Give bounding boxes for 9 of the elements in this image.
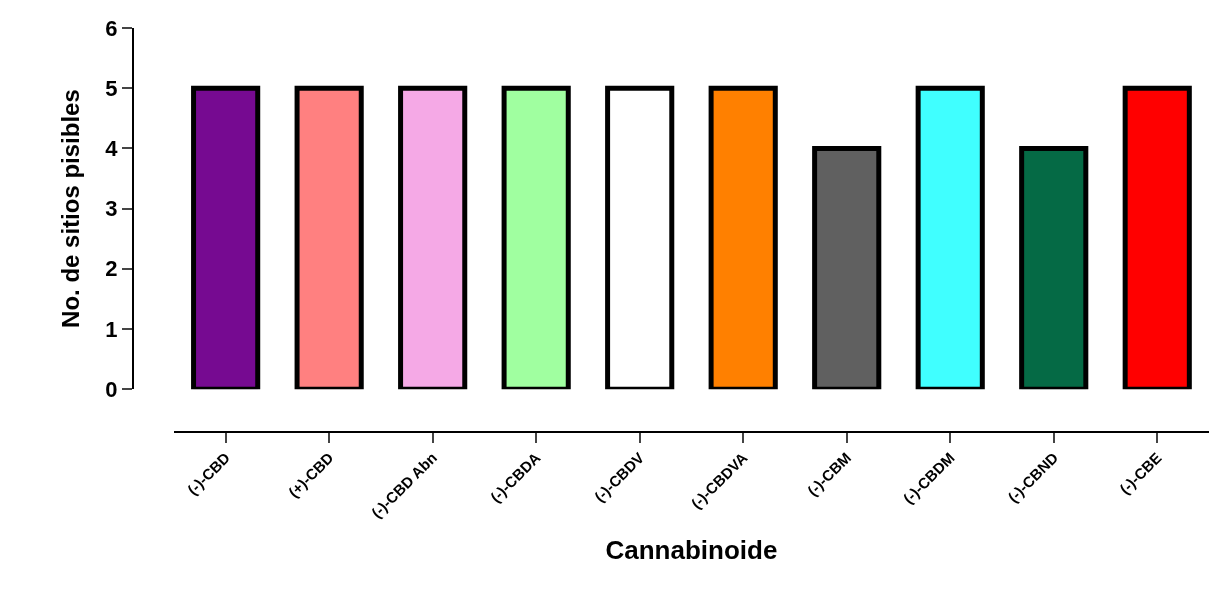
y-tick-label: 3 bbox=[105, 196, 118, 222]
y-tick-label: 6 bbox=[105, 15, 118, 41]
y-tick-label: 0 bbox=[105, 376, 118, 402]
x-axis-title: Cannabinoide bbox=[605, 535, 778, 566]
y-tick-label: 1 bbox=[105, 316, 118, 342]
y-axis-title: No. de sitios pisibles bbox=[56, 89, 84, 328]
y-tick-label: 4 bbox=[105, 136, 119, 162]
y-tick-label: 5 bbox=[105, 75, 118, 101]
y-tick-label: 2 bbox=[105, 256, 118, 282]
